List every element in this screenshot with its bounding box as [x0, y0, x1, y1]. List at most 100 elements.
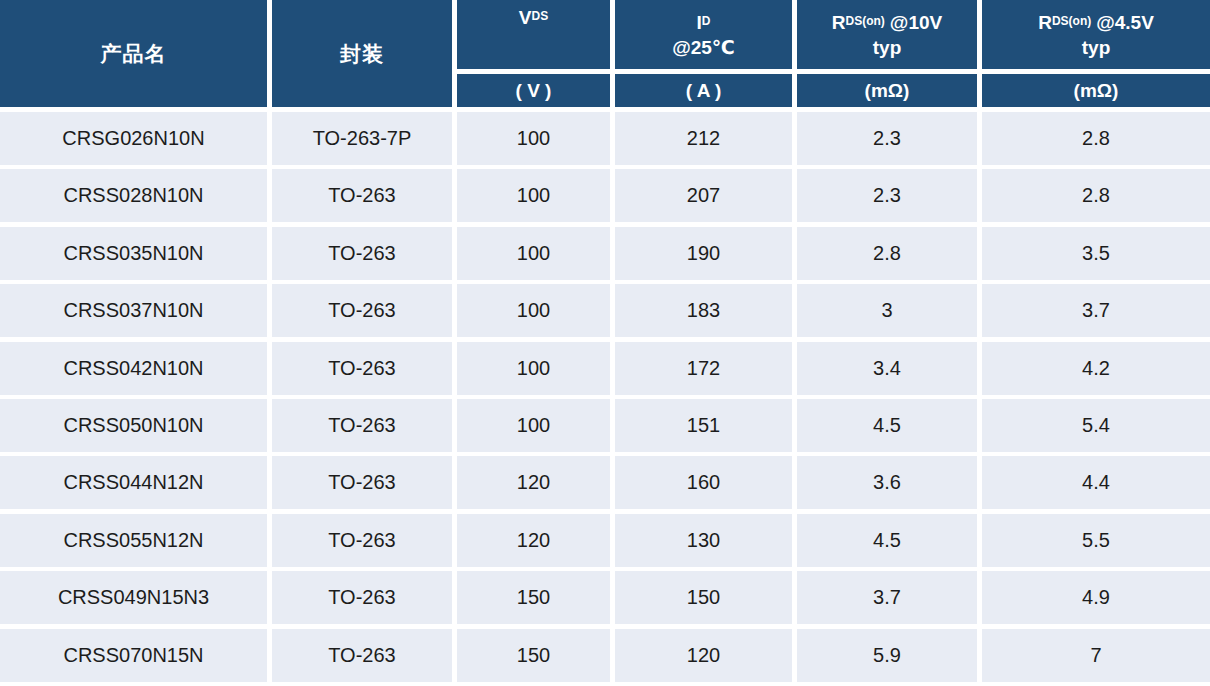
cell-rds-10v: 5.9	[797, 629, 977, 682]
column-header-product-label: 产品名	[101, 40, 167, 68]
cell-id: 150	[615, 571, 792, 624]
cell-product: CRSS055N12N	[0, 514, 267, 567]
cell-vds: 100	[457, 112, 610, 165]
cell-package: TO-263	[272, 342, 452, 395]
cell-rds-4v5: 5.4	[982, 399, 1210, 452]
rds45-condition: @4.5V	[1096, 12, 1154, 33]
cell-product: CRSS042N10N	[0, 342, 267, 395]
cell-vds: 120	[457, 456, 610, 509]
cell-package: TO-263	[272, 456, 452, 509]
rds10-symbol-main: R	[832, 12, 846, 33]
cell-vds: 120	[457, 514, 610, 567]
vds-symbol-main: V	[519, 7, 532, 28]
column-header-rds-10v: RDS(on) @10V typ (mΩ)	[797, 0, 977, 107]
cell-product: CRSS037N10N	[0, 284, 267, 337]
cell-package: TO-263	[272, 284, 452, 337]
table-row: CRSS049N15N3 TO-263 150 150 3.7 4.9	[0, 571, 1210, 624]
cell-package: TO-263	[272, 227, 452, 280]
rds10-symbol-sub: DS(on)	[846, 14, 885, 28]
cell-product: CRSS049N15N3	[0, 571, 267, 624]
cell-rds-10v: 3.4	[797, 342, 977, 395]
column-header-rds-10v-unit: (mΩ)	[797, 74, 977, 107]
cell-rds-4v5: 3.5	[982, 227, 1210, 280]
table-row: CRSS055N12N TO-263 120 130 4.5 5.5	[0, 514, 1210, 567]
cell-package: TO-263-7P	[272, 112, 452, 165]
rds10-condition: @10V	[890, 12, 942, 33]
cell-rds-4v5: 5.5	[982, 514, 1210, 567]
cell-vds: 100	[457, 399, 610, 452]
cell-rds-10v: 3.7	[797, 571, 977, 624]
table-row: CRSS028N10N TO-263 100 207 2.3 2.8	[0, 169, 1210, 222]
cell-id: 160	[615, 456, 792, 509]
cell-id: 130	[615, 514, 792, 567]
cell-package: TO-263	[272, 571, 452, 624]
column-header-product: 产品名	[0, 0, 267, 107]
cell-vds: 150	[457, 629, 610, 682]
id-symbol-sub: D	[702, 14, 711, 28]
cell-product: CRSS035N10N	[0, 227, 267, 280]
cell-vds: 150	[457, 571, 610, 624]
column-header-package: 封装	[272, 0, 452, 107]
rds45-typ-label: typ	[1082, 35, 1111, 60]
cell-rds-10v: 2.8	[797, 227, 977, 280]
cell-id: 151	[615, 399, 792, 452]
cell-rds-4v5: 4.9	[982, 571, 1210, 624]
cell-id: 212	[615, 112, 792, 165]
column-header-rds-10v-symbol: RDS(on) @10V typ	[797, 0, 977, 69]
cell-rds-10v: 3	[797, 284, 977, 337]
table-row: CRSS035N10N TO-263 100 190 2.8 3.5	[0, 227, 1210, 280]
cell-product: CRSS028N10N	[0, 169, 267, 222]
column-header-vds-unit: ( V )	[457, 74, 610, 107]
vds-symbol-sub: DS	[532, 9, 549, 23]
table-row: CRSS037N10N TO-263 100 183 3 3.7	[0, 284, 1210, 337]
column-header-rds-4v5-symbol: RDS(on) @4.5V typ	[982, 0, 1210, 69]
column-header-id-unit: ( A )	[615, 74, 792, 107]
column-header-vds: VDS ( V )	[457, 0, 610, 107]
column-header-rds-4v5-unit: (mΩ)	[982, 74, 1210, 107]
cell-package: TO-263	[272, 629, 452, 682]
cell-product: CRSS050N10N	[0, 399, 267, 452]
column-header-vds-symbol: VDS	[457, 0, 610, 69]
cell-id: 190	[615, 227, 792, 280]
cell-rds-10v: 2.3	[797, 169, 977, 222]
table-header: 产品名 封装 VDS ( V ) ID @25℃ ( A ) RDS(on)@1	[0, 0, 1210, 107]
cell-rds-4v5: 3.7	[982, 284, 1210, 337]
rds10-typ-label: typ	[873, 35, 902, 60]
product-spec-table: 产品名 封装 VDS ( V ) ID @25℃ ( A ) RDS(on)@1	[0, 0, 1210, 686]
cell-id: 183	[615, 284, 792, 337]
cell-package: TO-263	[272, 169, 452, 222]
cell-product: CRSS070N15N	[0, 629, 267, 682]
cell-rds-10v: 2.3	[797, 112, 977, 165]
cell-vds: 100	[457, 169, 610, 222]
cell-rds-4v5: 4.4	[982, 456, 1210, 509]
cell-vds: 100	[457, 342, 610, 395]
rds45-symbol-sub: DS(on)	[1052, 14, 1091, 28]
table-row: CRSS042N10N TO-263 100 172 3.4 4.2	[0, 342, 1210, 395]
cell-rds-10v: 4.5	[797, 399, 977, 452]
cell-id: 120	[615, 629, 792, 682]
cell-rds-4v5: 7	[982, 629, 1210, 682]
cell-rds-4v5: 4.2	[982, 342, 1210, 395]
column-header-id: ID @25℃ ( A )	[615, 0, 792, 107]
cell-rds-4v5: 2.8	[982, 112, 1210, 165]
cell-id: 172	[615, 342, 792, 395]
column-header-package-label: 封装	[340, 40, 384, 68]
table-row: CRSS044N12N TO-263 120 160 3.6 4.4	[0, 456, 1210, 509]
cell-id: 207	[615, 169, 792, 222]
cell-vds: 100	[457, 284, 610, 337]
cell-package: TO-263	[272, 399, 452, 452]
id-condition: @25℃	[672, 35, 735, 60]
table-body: CRSG026N10N TO-263-7P 100 212 2.3 2.8 CR…	[0, 112, 1210, 682]
cell-product: CRSS044N12N	[0, 456, 267, 509]
column-header-id-symbol: ID @25℃	[615, 0, 792, 69]
table-row: CRSS050N10N TO-263 100 151 4.5 5.4	[0, 399, 1210, 452]
table-row: CRSS070N15N TO-263 150 120 5.9 7	[0, 629, 1210, 682]
cell-rds-10v: 3.6	[797, 456, 977, 509]
cell-vds: 100	[457, 227, 610, 280]
cell-product: CRSG026N10N	[0, 112, 267, 165]
cell-rds-10v: 4.5	[797, 514, 977, 567]
cell-package: TO-263	[272, 514, 452, 567]
rds45-symbol-main: R	[1038, 12, 1052, 33]
table-row: CRSG026N10N TO-263-7P 100 212 2.3 2.8	[0, 112, 1210, 165]
cell-rds-4v5: 2.8	[982, 169, 1210, 222]
